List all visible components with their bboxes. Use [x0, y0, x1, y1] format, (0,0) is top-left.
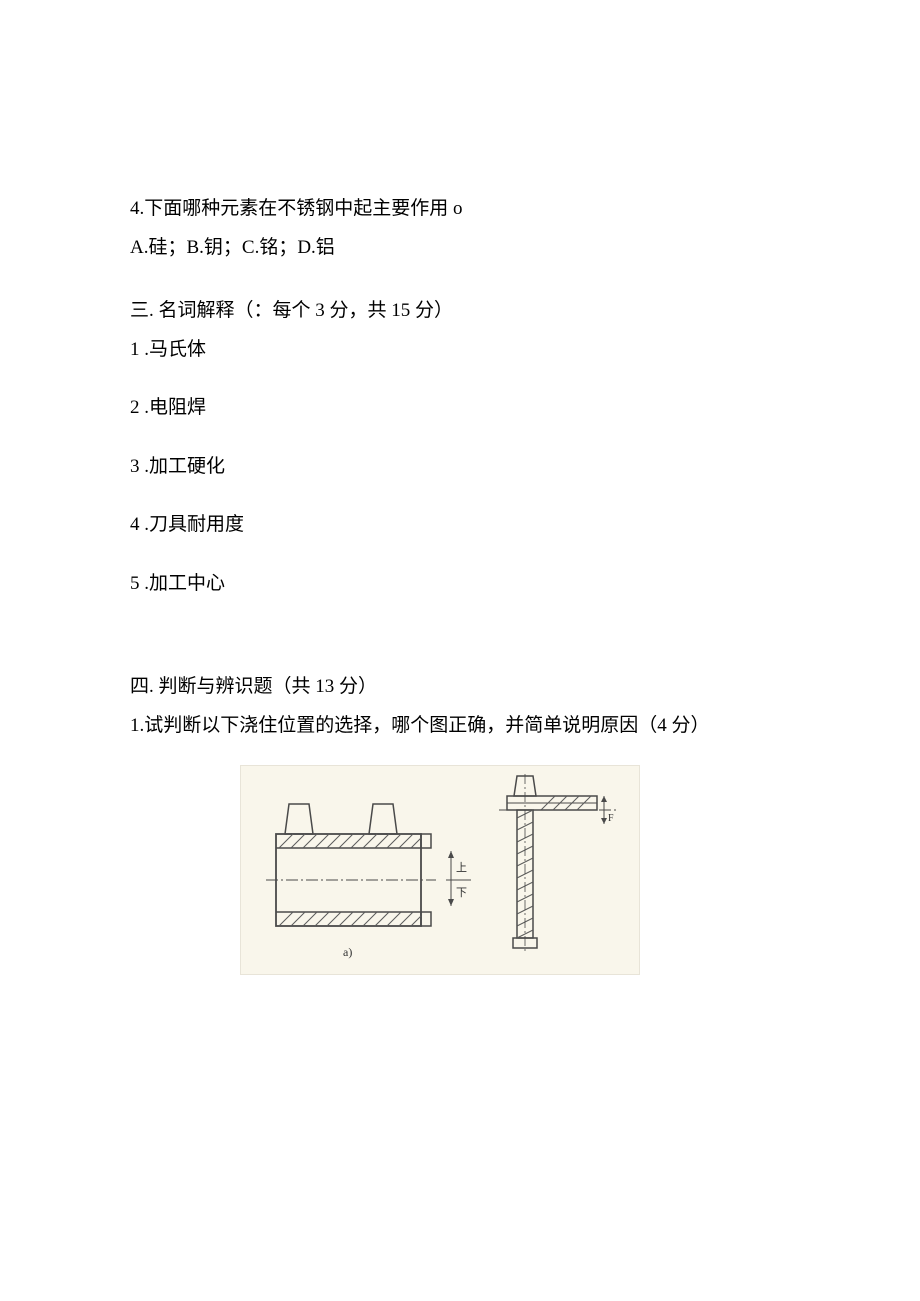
section-3-item-5: 5 .加工中心	[130, 570, 790, 599]
section-3-item-3: 3 .加工硬化	[130, 453, 790, 482]
question-4-text: 4.下面哪种元素在不锈钢中起主要作用 o	[130, 195, 790, 224]
document-content: 4.下面哪种元素在不锈钢中起主要作用 o A.硅；B.钥；C.铭；D.铝 三. …	[0, 0, 920, 1025]
section-3-item-2: 2 .电阻焊	[130, 394, 790, 423]
diagram-right-view: F	[499, 774, 619, 964]
section-4-q1: 1.试判断以下浇住位置的选择，哪个图正确，并简单说明原因（4 分）	[130, 712, 790, 741]
svg-text:a): a)	[343, 945, 352, 959]
section-4-header: 四. 判断与辨识题（共 13 分）	[130, 673, 790, 702]
svg-text:下: 下	[456, 887, 467, 899]
section-3-item-1: 1 .马氏体	[130, 336, 790, 365]
section-3-item-4: 4 .刀具耐用度	[130, 511, 790, 540]
casting-diagram: 上 下 a)	[240, 765, 640, 975]
section-3-header: 三. 名词解释（：每个 3 分，共 15 分）	[130, 297, 790, 326]
svg-text:F: F	[608, 813, 614, 824]
diagram-left-view: 上 下 a)	[261, 796, 481, 966]
svg-text:上: 上	[456, 861, 467, 874]
question-4-options: A.硅；B.钥；C.铭；D.铝	[130, 234, 790, 263]
